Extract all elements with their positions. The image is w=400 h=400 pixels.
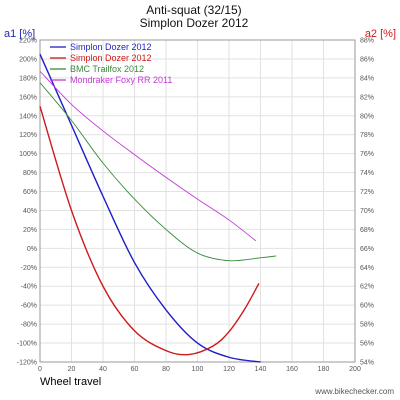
y1-tick-label: 60% [23,189,37,196]
chart-title-line-1: Anti-squat (32/15) [146,3,241,17]
x-tick-label: 180 [318,366,330,373]
y2-tick-label: 56% [360,341,374,348]
y2-tick-label: 78% [360,132,374,139]
legend-label: BMC Trailfox 2012 [70,64,144,74]
y2-tick-label: 54% [360,360,374,367]
y2-tick-label: 74% [360,170,374,177]
x-tick-label: 60 [131,366,139,373]
y2-tick-label: 70% [360,208,374,215]
y2-tick-label: 62% [360,284,374,291]
y2-tick-label: 72% [360,189,374,196]
y2-tick-labels: 88% 86% 84% 82% 80% 78% 76% 74% 72% 70% 68% 66% 64% 6… [360,38,374,367]
legend-label: Simplon Dozer 2012 [70,53,152,63]
x-tick-labels: 0 20 40 60 80 100 120 140 160 180 200 [38,366,361,373]
y1-tick-label: 80% [23,170,37,177]
y2-tick-label: 80% [360,113,374,120]
series-lines [39,53,277,363]
y2-tick-label: 66% [360,246,374,253]
chart-title-line-2: Simplon Dozer 2012 [140,16,249,30]
legend-label: Simplon Dozer 2012 [70,42,152,52]
x-axis-title: Wheel travel [40,376,101,388]
x-tick-label: 140 [255,366,267,373]
plot-frame [39,39,356,363]
series-line-1 [39,53,261,363]
y1-tick-labels: 220% 200% 180% 160% 140% 120% 100% 80% 60% 40% 20%… [17,38,37,367]
x-tick-label: 120 [223,366,235,373]
x-tick-label: 0 [38,366,42,373]
y1-tick-label: 160% [19,94,37,101]
y2-axis-title: a2 [%] [365,28,396,40]
x-tick-label: 160 [286,366,298,373]
y2-tick-label: 60% [360,303,374,310]
y1-tick-label: -120% [17,360,37,367]
y2-tick-label: 76% [360,151,374,158]
series-line-4 [39,70,257,242]
y2-tick-label: 86% [360,56,374,63]
y2-tick-label: 64% [360,265,374,272]
x-tick-label: 20 [68,366,76,373]
y1-tick-label: 100% [19,151,37,158]
y1-tick-label: 140% [19,113,37,120]
x-tick-label: 200 [349,366,361,373]
x-tick-label: 100 [192,366,204,373]
y1-tick-label: -100% [17,341,37,348]
y1-axis-title: a1 [%] [4,28,35,40]
y2-tick-label: 88% [360,38,374,45]
y1-tick-label: 0% [27,246,37,253]
y1-tick-label: 220% [19,38,37,45]
y1-tick-label: 20% [23,227,37,234]
y1-tick-label: 120% [19,132,37,139]
y1-tick-label: -60% [21,303,37,310]
y1-tick-label: 180% [19,75,37,82]
series-line-3 [39,82,277,262]
x-tick-label: 40 [99,366,107,373]
y2-tick-label: 68% [360,227,374,234]
y1-tick-label: -40% [21,284,37,291]
y2-tick-label: 82% [360,94,374,101]
y1-tick-label: -20% [21,265,37,272]
y2-tick-label: 58% [360,322,374,329]
y1-tick-label: -80% [21,322,37,329]
y2-tick-label: 84% [360,75,374,82]
series-line-2 [39,106,260,356]
y1-tick-label: 40% [23,208,37,215]
x-tick-label: 80 [162,366,170,373]
y1-tick-label: 200% [19,56,37,63]
legend-label: Mondraker Foxy RR 2011 [70,75,172,85]
watermark: www.bikechecker.com [314,387,394,396]
grid [39,39,356,363]
